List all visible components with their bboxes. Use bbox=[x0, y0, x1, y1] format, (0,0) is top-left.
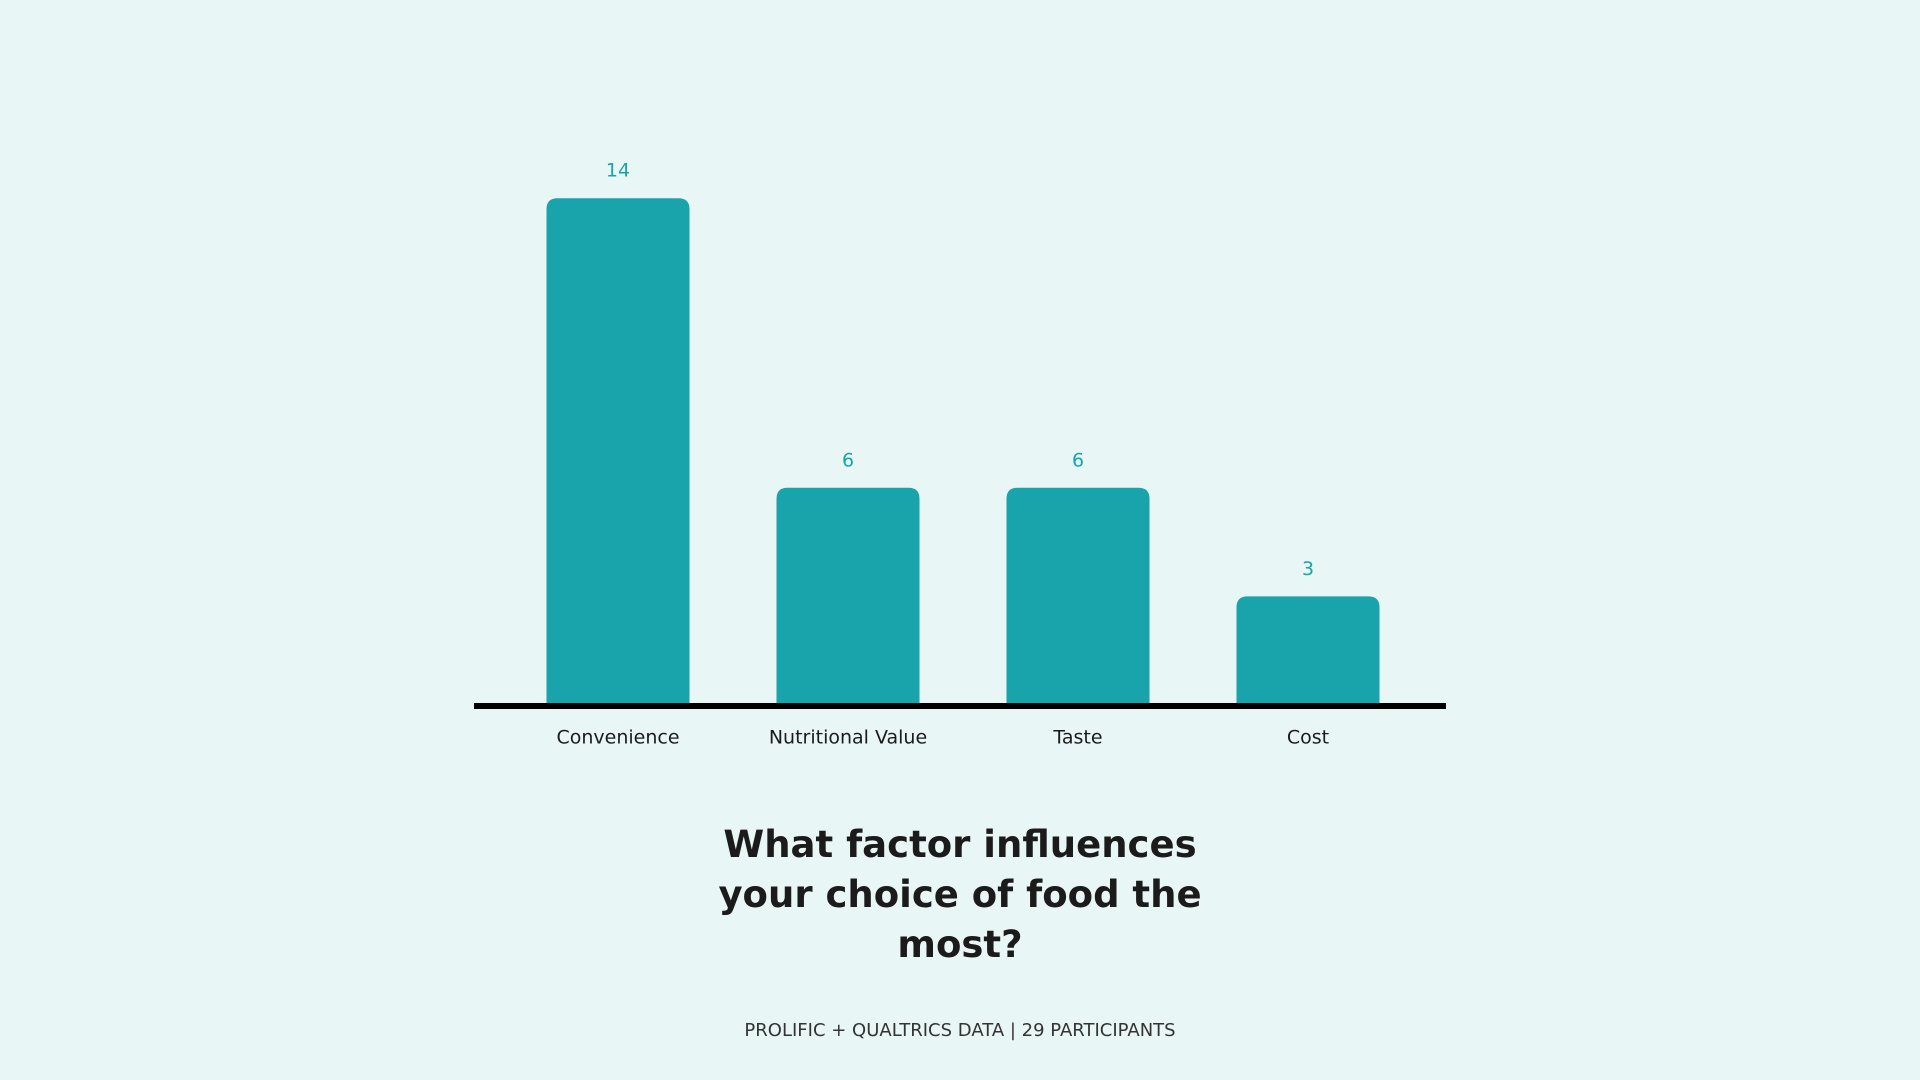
bar bbox=[776, 487, 920, 705]
x-tick-label: Taste bbox=[1052, 727, 1102, 749]
value-label: 6 bbox=[1072, 449, 1084, 471]
chart-title: What factor influences your choice of fo… bbox=[718, 823, 1202, 966]
x-tick-label: Nutritional Value bbox=[769, 727, 927, 749]
bar bbox=[1006, 487, 1150, 705]
value-label: 14 bbox=[606, 160, 630, 182]
bar bbox=[1236, 596, 1380, 705]
value-label: 6 bbox=[842, 449, 854, 471]
source-note: PROLIFIC + QUALTRICS DATA | 29 PARTICIPA… bbox=[744, 1020, 1176, 1041]
x-tick-label: Convenience bbox=[556, 727, 679, 749]
x-tick-label: Cost bbox=[1287, 727, 1329, 749]
value-label: 3 bbox=[1302, 558, 1314, 580]
bar bbox=[546, 198, 690, 705]
